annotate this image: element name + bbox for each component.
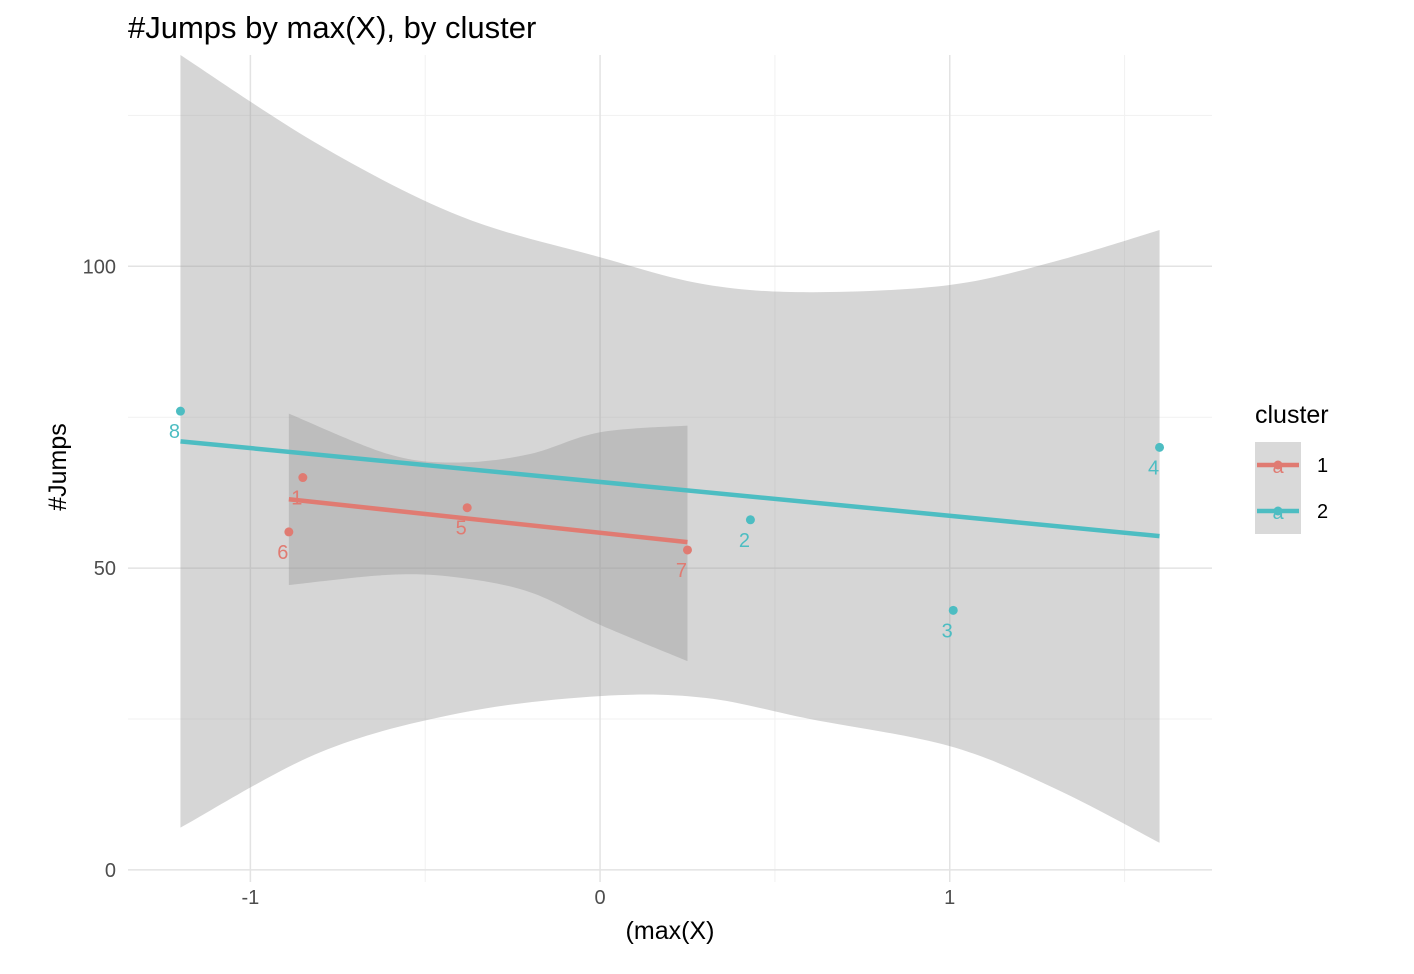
x-tick-label: 1 <box>944 887 955 909</box>
data-point <box>682 545 692 555</box>
data-point <box>1155 442 1165 452</box>
point-label: 6 <box>277 542 288 564</box>
legend-entry-label: 1 <box>1317 455 1328 477</box>
data-point <box>745 515 755 525</box>
point-label: 7 <box>676 560 687 582</box>
data-point <box>462 503 472 513</box>
confidence-ribbons <box>180 55 1160 843</box>
point-label: 1 <box>291 488 302 510</box>
x-axis-title: (max(X) <box>626 917 715 945</box>
data-point <box>948 605 958 615</box>
point-label: 2 <box>739 530 750 552</box>
axis-ticks: -1 0 1 0 50 100 <box>83 256 956 909</box>
fit-lines <box>180 439 1160 545</box>
y-tick-label: 50 <box>94 558 116 580</box>
confidence-ribbon-series-1 <box>288 413 688 662</box>
chart-title: #Jumps by max(X), by cluster <box>128 10 536 45</box>
fit-line-series-1 <box>288 497 688 545</box>
legend-key-point <box>1273 460 1283 470</box>
data-point <box>298 473 308 483</box>
legend-key-point <box>1273 506 1283 516</box>
data-point <box>284 527 294 537</box>
fit-line-series-2 <box>180 439 1160 539</box>
legend-key-glyph: a <box>1272 456 1284 478</box>
legend-title: cluster <box>1255 401 1329 429</box>
legend-key-glyph: a <box>1272 502 1284 524</box>
y-tick-label: 100 <box>83 256 116 278</box>
point-label: 5 <box>456 518 467 540</box>
y-axis-title: #Jumps <box>44 423 72 511</box>
point-label: 3 <box>942 620 953 642</box>
x-tick-label: 0 <box>595 887 606 909</box>
data-point <box>175 406 185 416</box>
grid <box>128 55 1212 882</box>
confidence-ribbon-series-2 <box>180 55 1160 843</box>
legend-entry-label: 2 <box>1317 501 1328 523</box>
data-points: 1 6 5 7 8 2 3 4 <box>169 406 1165 642</box>
point-label: 4 <box>1148 457 1159 479</box>
x-tick-label: -1 <box>241 887 259 909</box>
point-label: 8 <box>169 421 180 443</box>
legend: cluster a 1 a 2 <box>1255 401 1329 534</box>
y-tick-label: 0 <box>105 860 116 882</box>
